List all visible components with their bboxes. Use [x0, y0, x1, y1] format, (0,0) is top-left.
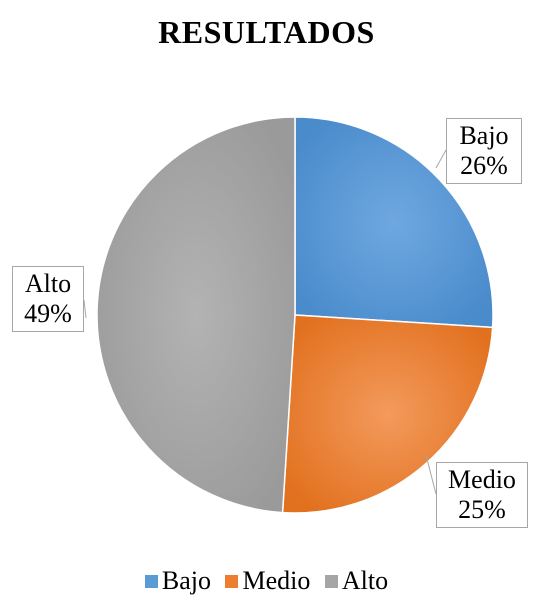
leader-line-alto: [83, 299, 87, 319]
pie-slice-bajo: [294, 116, 494, 329]
data-label-bajo-name: Bajo: [459, 121, 509, 150]
data-label-medio: Medio 25%: [436, 462, 528, 528]
data-label-bajo: Bajo 26%: [446, 118, 522, 184]
leader-line-bajo: [435, 149, 447, 169]
legend-swatch-medio: [225, 575, 239, 588]
data-label-bajo-value: 26%: [460, 151, 508, 180]
pie-slice-alto: [96, 116, 296, 514]
data-label-medio-value: 25%: [458, 495, 506, 524]
legend-label-medio: Medio: [242, 566, 311, 595]
pie-slice-medio: [281, 314, 494, 514]
legend-swatch-alto: [324, 575, 338, 588]
data-label-alto-value: 49%: [24, 299, 72, 328]
legend-item-bajo: Bajo: [144, 566, 211, 596]
legend: Bajo Medio Alto: [0, 566, 533, 596]
legend-label-alto: Alto: [341, 566, 389, 595]
leader-line-medio: [425, 454, 437, 495]
legend-item-alto: Alto: [324, 566, 389, 596]
legend-item-medio: Medio: [225, 566, 310, 596]
legend-label-bajo: Bajo: [161, 566, 211, 595]
data-label-alto: Alto 49%: [12, 266, 84, 332]
legend-swatch-bajo: [144, 575, 158, 588]
data-label-alto-name: Alto: [24, 269, 72, 298]
chart-title: RESULTADOS: [158, 14, 375, 50]
data-label-medio-name: Medio: [448, 465, 516, 494]
